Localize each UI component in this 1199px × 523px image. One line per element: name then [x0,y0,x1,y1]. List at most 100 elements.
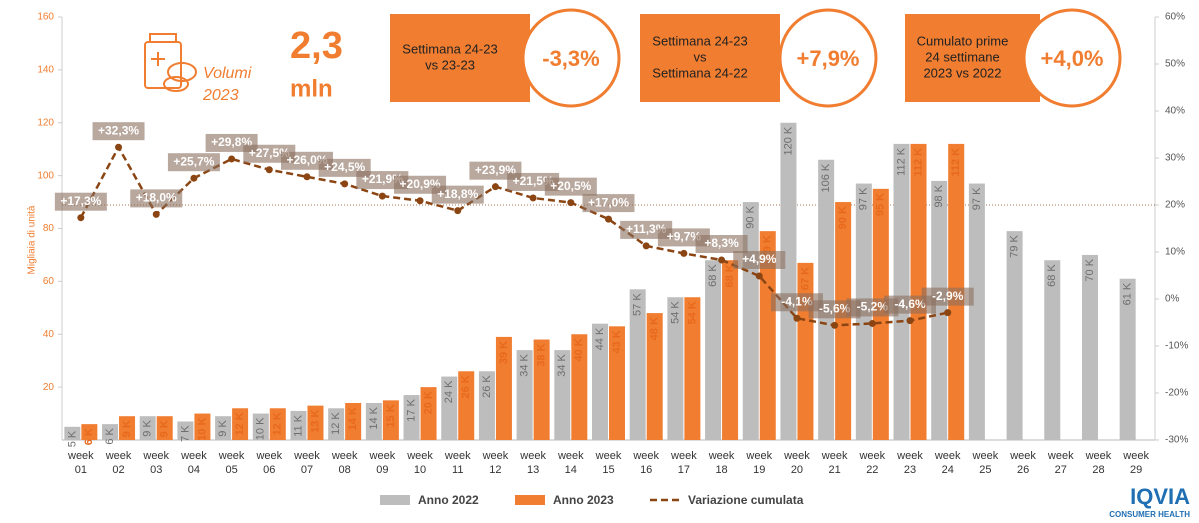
x-tick-part: 21 [829,464,841,476]
data-label: 14 K [368,406,380,429]
bar [968,183,985,440]
data-label: 90 K [745,205,757,228]
bar [646,313,663,440]
x-tick-part: 18 [715,464,727,476]
x-tick-part: week [783,450,810,462]
x-tick-part: 01 [75,464,87,476]
x-tick-part: 11 [452,464,463,476]
info-box [390,14,530,102]
line-label-bg [54,192,107,211]
info-box [640,14,780,102]
x-tick-label: week 16 [632,450,659,476]
line-label: +17,0% [588,195,629,209]
icon [144,33,197,92]
line-label-bg [582,194,635,213]
legend-swatch [515,495,545,505]
bar [403,395,420,440]
x-tick-label: week 10 [406,450,433,476]
data-label: 120 K [782,126,794,155]
line-point [228,155,236,163]
line-point [190,174,198,182]
x-tick-part: week [670,450,697,462]
data-label: 67 K [799,267,811,290]
x-tick-label: week 11 [444,450,471,476]
x-tick-part: 17 [678,464,690,476]
x-tick-part: week [934,450,961,462]
x-tick-label: week 15 [595,450,622,476]
x-tick-part: week [218,450,245,462]
data-label: 68 K [1046,264,1058,287]
x-tick-part: week [255,450,282,462]
logo-sub: CONSUMER HEALTH [1109,510,1190,519]
info-circle [778,8,878,108]
x-tick-label: week 20 [783,450,810,476]
line-label: +20,5% [550,179,591,193]
bar [215,416,232,440]
line-point [265,166,273,174]
data-label: 79 K [1008,234,1020,257]
line-label: +8,3% [704,236,739,250]
x-tick-part: 27 [1055,464,1067,476]
line-point [529,194,537,202]
data-label: 9 K [217,420,229,437]
x-tick-part: week [632,450,659,462]
data-label: 34 K [519,353,531,376]
bar [1006,231,1023,440]
line-point [303,173,311,181]
line-label: +24,5% [324,160,365,174]
line-label: +9,7% [667,230,702,244]
data-label: 10 K [196,418,208,441]
x-tick-part: week [896,450,923,462]
y-axis-label: Migliaia di unità [27,205,38,274]
info-circle [521,8,621,108]
x-tick-part: 09 [376,464,388,476]
data-label: 17 K [405,398,417,421]
x-tick-part: 08 [339,464,351,476]
volume-label: Volumi [203,65,252,82]
line-label: -4,6% [894,297,926,311]
bar [102,424,119,440]
x-tick-part: week [293,450,320,462]
x-tick-part: 28 [1092,464,1104,476]
x-tick-part: 02 [112,464,124,476]
line-point [341,180,349,188]
line-label: +27,5% [249,146,290,160]
line-point [906,317,914,325]
y-tick-label: 100 [37,170,54,181]
bar [722,260,739,440]
x-tick-label: week 27 [1047,450,1074,476]
bar [533,339,550,440]
y2-tick-label: -10% [1165,341,1188,352]
y2-tick-label: 60% [1165,12,1185,23]
data-label: 12 K [272,412,284,435]
bar [910,143,927,440]
bar [420,387,437,440]
line-label-bg [431,185,484,204]
line-label: +26,0% [286,153,327,167]
x-tick-part: 10 [414,464,426,476]
x-tick-part: 06 [263,464,275,476]
x-tick-part: week [858,450,885,462]
bar [441,376,458,440]
bar [495,336,512,440]
line-point [77,214,85,222]
y2-tick-label: -20% [1165,388,1188,399]
x-tick-label: week 29 [1122,450,1149,476]
x-tick-label: week 21 [821,450,848,476]
x-tick-part: week [406,450,433,462]
data-label: 70 K [1084,258,1096,281]
bar [592,323,608,440]
line-label: +17,3% [60,194,101,208]
x-tick-label: week 25 [972,450,999,476]
data-label: 9 K [121,420,133,437]
data-label: 112 K [895,147,907,176]
x-tick-label: week 14 [557,450,584,476]
bar [252,413,269,440]
info-value: +7,9% [797,46,860,71]
data-label: 39 K [498,341,510,364]
bar [554,350,571,440]
bar [139,416,156,440]
x-tick-label: week 02 [105,450,132,476]
bar [835,202,852,440]
bar [458,371,475,440]
